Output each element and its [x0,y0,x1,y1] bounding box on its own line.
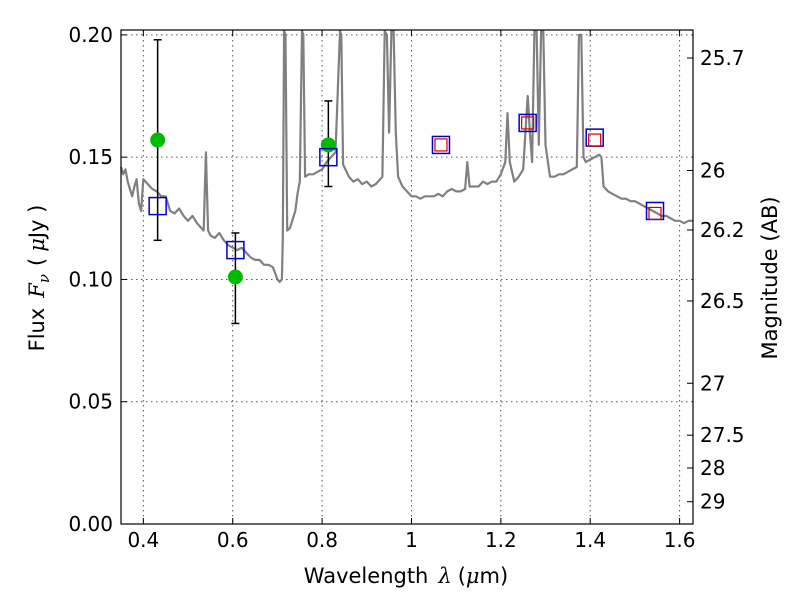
x-tick-label: 1.2 [485,528,517,552]
y-label-symbol: F [25,282,49,299]
x-tick-label: 0.4 [127,528,159,552]
predicted-flux-square [521,116,535,130]
model-flux-square [431,135,451,155]
y2-tick-label: 26.5 [700,289,745,313]
x-label-symbol: λ [437,564,451,588]
x-tick-label: 1.4 [574,528,606,552]
x-tick-label: 1.6 [664,528,696,552]
plot-frame [120,29,694,525]
y2-tick-label: 27.5 [700,423,745,447]
y-label-open: ( [25,258,49,266]
y-tick-label: 0.15 [68,145,113,169]
predicted-flux-square [648,206,662,221]
x-label-prefix: Wavelength [304,564,429,588]
observed-point [320,137,336,153]
y-label-unit: Jy ) [25,205,49,241]
y2-tick-label: 26.2 [700,218,745,242]
model-flux-square [319,147,338,167]
observed-point [150,132,166,148]
x-tick-label: 1 [405,528,418,552]
y2-tick-label: 26 [700,159,725,183]
y-tick-label: 0.10 [68,267,113,291]
y-label-mu: μ [25,238,49,252]
model-flux-square [226,240,245,260]
y2-tick-label: 25.7 [700,46,745,70]
model-flux-square [148,196,167,216]
y2-tick-label: 29 [700,490,725,514]
predicted-flux-square [588,133,602,147]
x-tick-label: 0.8 [306,528,338,552]
y-label-sub: ν [35,274,53,283]
y2-axis-label: Magnitude (AB) [758,196,782,359]
x-tick-label: 0.6 [217,528,249,552]
x-label-unit: m) [480,564,509,588]
x-axis-label: Wavelength λ (μm) [304,564,508,588]
y-tick-label: 0.00 [68,512,113,536]
y-axis-label: Flux Fν ( μJy ) [25,205,53,352]
y-label-prefix: Flux [25,308,49,352]
grid-lines [121,30,693,524]
model-flux-square [518,113,537,133]
model-spectrum-line [119,29,693,283]
x-label-open: ( [458,564,466,588]
y2-tick-label: 28 [700,456,725,480]
y-tick-label: 0.20 [68,23,113,47]
axis-ticks: 0.4 0.6 0.8 1 1.2 1.4 1.6 0.00 0.05 0.10 0.15 0.20 2… [68,23,744,552]
y-tick-label: 0.05 [68,390,113,414]
predicted-flux-square [434,138,448,152]
plot-series [119,29,693,325]
y2-tick-label: 27 [700,371,725,395]
observed-point [227,269,243,285]
x-label-mu: μ [466,564,480,588]
